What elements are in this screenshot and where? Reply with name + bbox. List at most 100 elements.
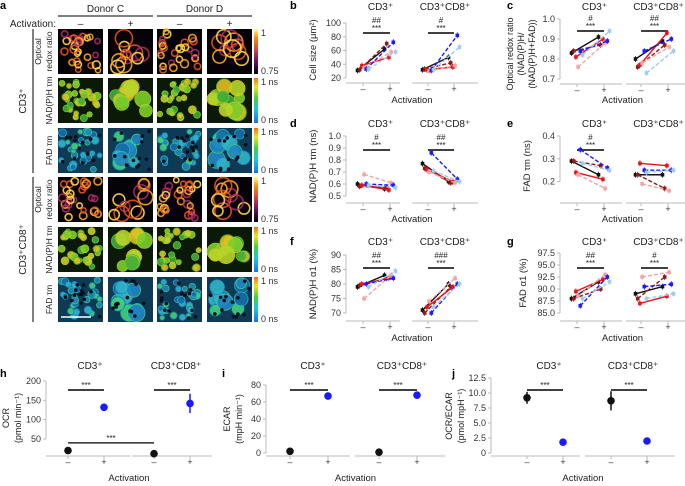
data-point: [633, 172, 638, 177]
data-point: [186, 399, 194, 408]
colorbar: [254, 177, 258, 222]
y-tick-label: 100: [326, 18, 341, 28]
subpanel: – + CD3⁺ #***: [346, 119, 400, 214]
panel-letter: i: [222, 368, 225, 380]
data-point: [357, 283, 362, 288]
data-point: [662, 186, 667, 191]
data-point: [389, 50, 393, 54]
x-tick-label: +: [560, 457, 565, 467]
data-point: [384, 41, 389, 46]
data-point: [633, 292, 638, 296]
data-point: [642, 168, 647, 172]
data-point: [523, 394, 531, 402]
significance-marker: #: [439, 16, 444, 25]
series-line-pink: [641, 183, 670, 192]
series-line-blue: [430, 34, 458, 71]
x-tick-label: +: [325, 457, 330, 467]
data-point: [662, 275, 667, 279]
data-point: [387, 276, 391, 280]
significance-marker: ##: [586, 251, 595, 260]
x-axis-label: Activation: [108, 473, 149, 484]
data-point: [605, 39, 610, 43]
data-point: [607, 397, 615, 405]
x-tick-label: +: [644, 457, 649, 467]
series-line-pink: [577, 42, 606, 68]
data-point: [671, 292, 676, 296]
data-point: [603, 272, 607, 277]
data-point: [576, 172, 580, 177]
significance-marker: ##: [372, 16, 381, 25]
microscopy-image-nadh: [108, 78, 153, 123]
y-axis-label: NAD(P)H α1 (%): [308, 249, 319, 319]
microscopy-image-fad: [57, 127, 103, 173]
panel-letter: c: [507, 0, 513, 12]
data-point: [427, 299, 431, 304]
data-point: [457, 282, 462, 286]
x-tick-label: +: [187, 457, 192, 467]
activation-state: +: [128, 19, 134, 30]
data-point: [413, 391, 421, 400]
series-line-pink: [363, 173, 392, 184]
data-point: [431, 67, 436, 72]
series-line-darkred: [637, 174, 666, 190]
colorbar: [254, 78, 258, 123]
activation-label: Activation:: [10, 19, 56, 30]
microscopy-image-fad: [156, 128, 202, 173]
microscopy-image-fad: [156, 277, 202, 322]
subpanel: – + CD3⁺CD8⁺ ***: [132, 361, 212, 467]
y-tick-label: 5.0: [473, 418, 486, 428]
subpanel-title: CD3⁺: [368, 2, 393, 13]
subpanel: – + CD3⁺ #***: [560, 119, 622, 214]
panel-d: d 0.5 0.6 0.7 0.8 0.9 1.0 NAD(P)H τm (ns) Activa…: [290, 118, 478, 225]
subpanel-title: CD3⁺CD8⁺: [420, 119, 471, 130]
y-axis-label: FAD τm (ns): [522, 140, 533, 192]
series-line-blue: [365, 41, 394, 70]
data-point: [662, 43, 667, 47]
significance-marker: ##: [650, 14, 659, 23]
x-tick-label: +: [451, 322, 456, 332]
y-tick-label: 7.5: [473, 403, 486, 413]
panel-letter: e: [507, 118, 513, 130]
series-line-lightblue: [368, 184, 396, 189]
y-axis-label: Optical redox ratio: [505, 17, 515, 90]
microscopy-image-nadh: [156, 227, 202, 272]
x-tick-label: –: [425, 204, 430, 214]
panel-letter: a: [0, 0, 7, 12]
subpanel: – + CD3⁺CD8⁺ ###***: [412, 237, 478, 332]
series-line-red: [575, 278, 604, 293]
colorbar-max: 1 ns: [261, 226, 279, 236]
panel-letter: j: [451, 368, 455, 380]
data-point: [571, 49, 576, 53]
microscopy-image-redox: [157, 28, 202, 74]
data-point: [364, 182, 369, 186]
data-point: [425, 67, 429, 72]
x-axis-label: Activation: [391, 333, 432, 344]
data-point: [598, 163, 603, 168]
donor-label: Donor C: [87, 4, 124, 15]
data-point: [571, 159, 576, 163]
y-tick-label: 0.7: [542, 74, 555, 84]
data-point: [633, 57, 638, 61]
data-point: [389, 181, 393, 185]
data-point: [453, 63, 457, 68]
significance-marker: ***: [81, 381, 90, 390]
data-point: [635, 296, 640, 301]
data-point: [422, 67, 427, 71]
x-tick-label: +: [451, 84, 456, 94]
data-point: [665, 294, 669, 298]
x-axis-label: Activation: [602, 95, 643, 106]
y-axis-label: FAD α1 (%): [518, 258, 529, 307]
data-point: [448, 285, 453, 289]
y-tick-label: 1.0: [542, 14, 555, 24]
data-point: [660, 172, 665, 177]
data-point: [607, 280, 612, 284]
data-point: [420, 67, 425, 72]
series-line-blue: [580, 40, 608, 52]
data-point: [64, 446, 72, 455]
x-tick-label: –: [608, 457, 613, 467]
y-tick-label: 97.5: [537, 248, 555, 258]
significance-marker: #: [374, 133, 379, 142]
